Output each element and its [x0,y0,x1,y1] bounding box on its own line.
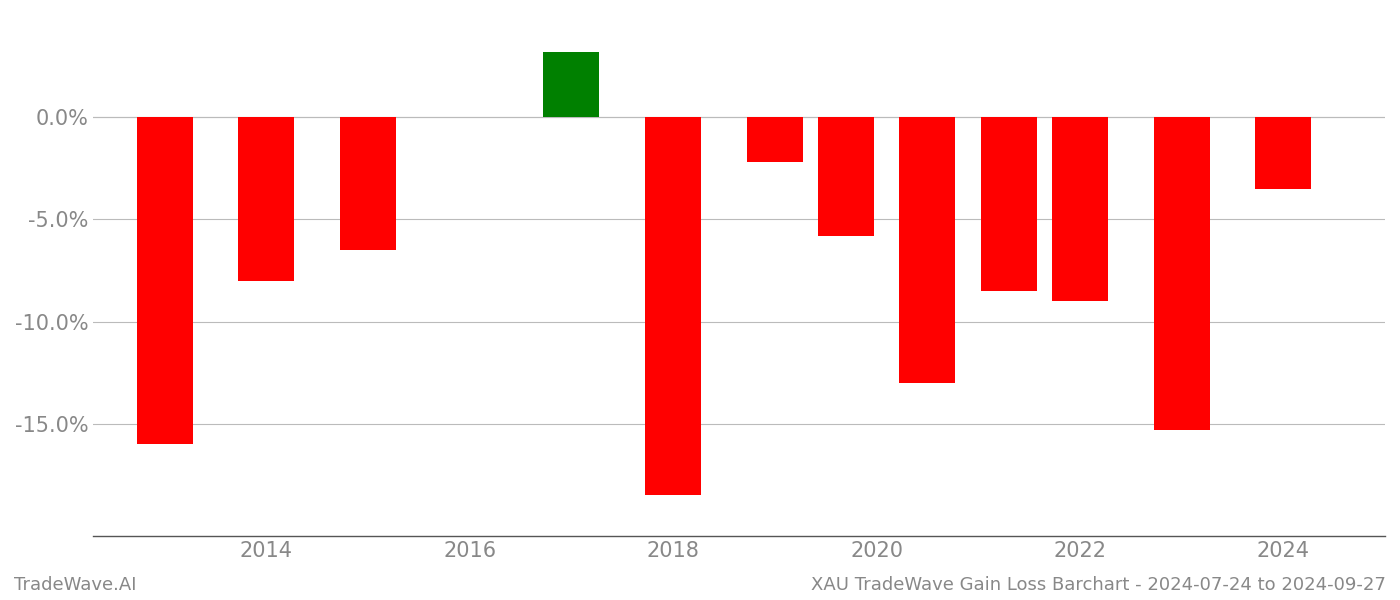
Bar [238,117,294,281]
Bar [1256,117,1312,189]
Bar [340,117,396,250]
Bar [1154,117,1210,430]
Text: XAU TradeWave Gain Loss Barchart - 2024-07-24 to 2024-09-27: XAU TradeWave Gain Loss Barchart - 2024-… [811,576,1386,594]
Text: TradeWave.AI: TradeWave.AI [14,576,137,594]
Bar [818,117,874,236]
Bar [1051,117,1107,301]
Bar [543,52,599,117]
Bar [981,117,1036,291]
Bar [746,117,802,162]
Bar [645,117,701,495]
Bar [137,117,193,444]
Bar [899,117,955,383]
